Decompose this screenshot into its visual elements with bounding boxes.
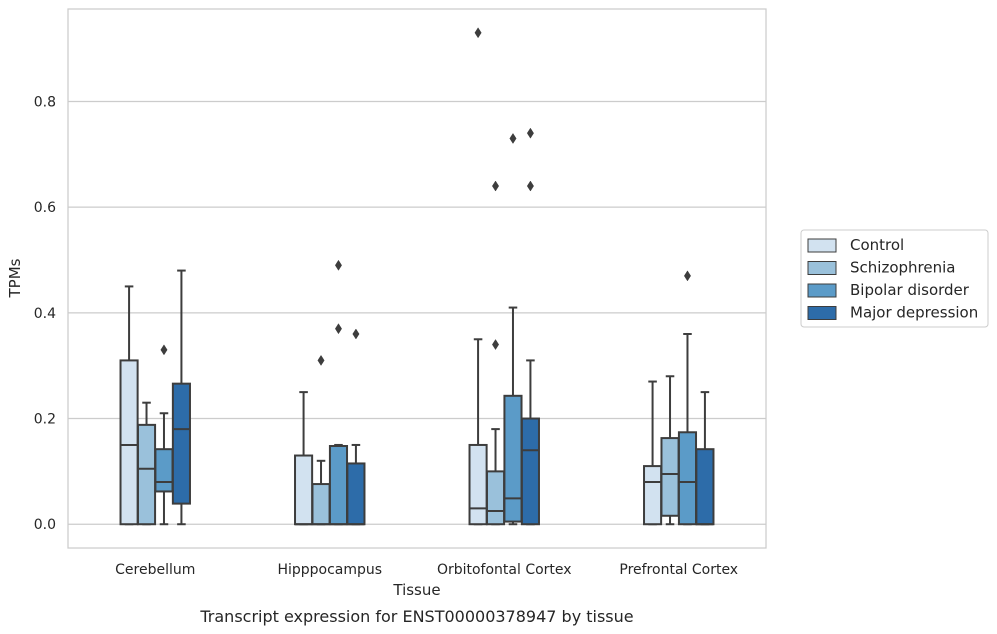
legend-swatch <box>807 283 837 298</box>
outlier-point <box>317 354 325 366</box>
outlier-point <box>492 180 500 192</box>
x-axis-title: Tissue <box>392 581 440 599</box>
box-iqr <box>660 437 680 517</box>
x-tick-label: Prefrontal Cortex <box>619 562 738 578</box>
box-iqr <box>328 445 349 526</box>
chart-caption: Transcript expression for ENST0000037894… <box>199 607 633 626</box>
box-iqr <box>677 431 698 526</box>
box-major-depression <box>520 127 540 526</box>
outlier-point <box>352 328 360 340</box>
box-iqr <box>171 382 191 505</box>
outlier-point <box>683 270 691 282</box>
legend-label: Major depression <box>850 304 978 322</box>
x-tick-label: Orbitofontal Cortex <box>437 562 572 578</box>
legend-swatch <box>807 306 837 320</box>
outlier-point <box>492 339 500 351</box>
outlier-point <box>509 133 517 144</box>
legend-swatch <box>807 238 837 253</box>
y-tick-label: 0.6 <box>34 200 56 216</box>
legend-label: Control <box>850 236 904 254</box>
box-iqr <box>695 448 715 526</box>
outlier-point <box>160 344 168 356</box>
x-tick-label: Hipppocampus <box>277 562 382 578</box>
box-bipolar-disorder <box>328 259 349 526</box>
box-major-depression <box>346 328 366 526</box>
y-tick-label: 0.8 <box>34 94 56 110</box>
legend: Control Schizophrenia Bipolar disorder Majo… <box>800 229 989 328</box>
plot-frame <box>67 8 767 549</box>
box-iqr <box>311 483 331 526</box>
box-iqr <box>503 394 523 523</box>
y-tick-label: 0.0 <box>34 517 56 533</box>
box-iqr <box>294 454 314 526</box>
y-axis-title: TPMs <box>6 258 24 298</box>
outlier-point <box>334 323 342 335</box>
y-tick-label: 0.4 <box>34 306 56 322</box>
y-tick-label: 0.2 <box>34 412 56 428</box>
outlier-point <box>474 27 482 39</box>
box-iqr <box>154 448 174 493</box>
legend-frame <box>800 229 989 328</box>
legend-swatch <box>807 261 837 275</box>
y-tick-labels: 0.0 0.2 0.4 0.6 0.8 <box>34 94 56 533</box>
box-control <box>468 27 488 526</box>
outlier-point <box>526 180 534 192</box>
outlier-point <box>526 127 534 139</box>
box-iqr <box>520 417 540 526</box>
box-major-depression <box>171 269 191 526</box>
legend-label: Bipolar disorder <box>850 281 970 299</box>
box-major-depression <box>695 391 715 526</box>
x-tick-label: Cerebellum <box>115 562 195 578</box>
box-iqr <box>643 465 663 526</box>
outlier-point <box>334 259 342 271</box>
box-bipolar-disorder <box>154 344 174 526</box>
box-iqr <box>136 423 157 526</box>
box-iqr <box>346 462 366 526</box>
x-tick-labels: Cerebellum Hipppocampus Orbitofontal Corte… <box>115 562 738 578</box>
box-iqr <box>468 443 488 526</box>
box-schizophrenia <box>660 375 680 526</box>
legend-label: Schizophrenia <box>850 259 955 277</box>
box-groups <box>119 27 715 526</box>
box-iqr <box>485 470 506 526</box>
box-iqr <box>119 359 139 526</box>
